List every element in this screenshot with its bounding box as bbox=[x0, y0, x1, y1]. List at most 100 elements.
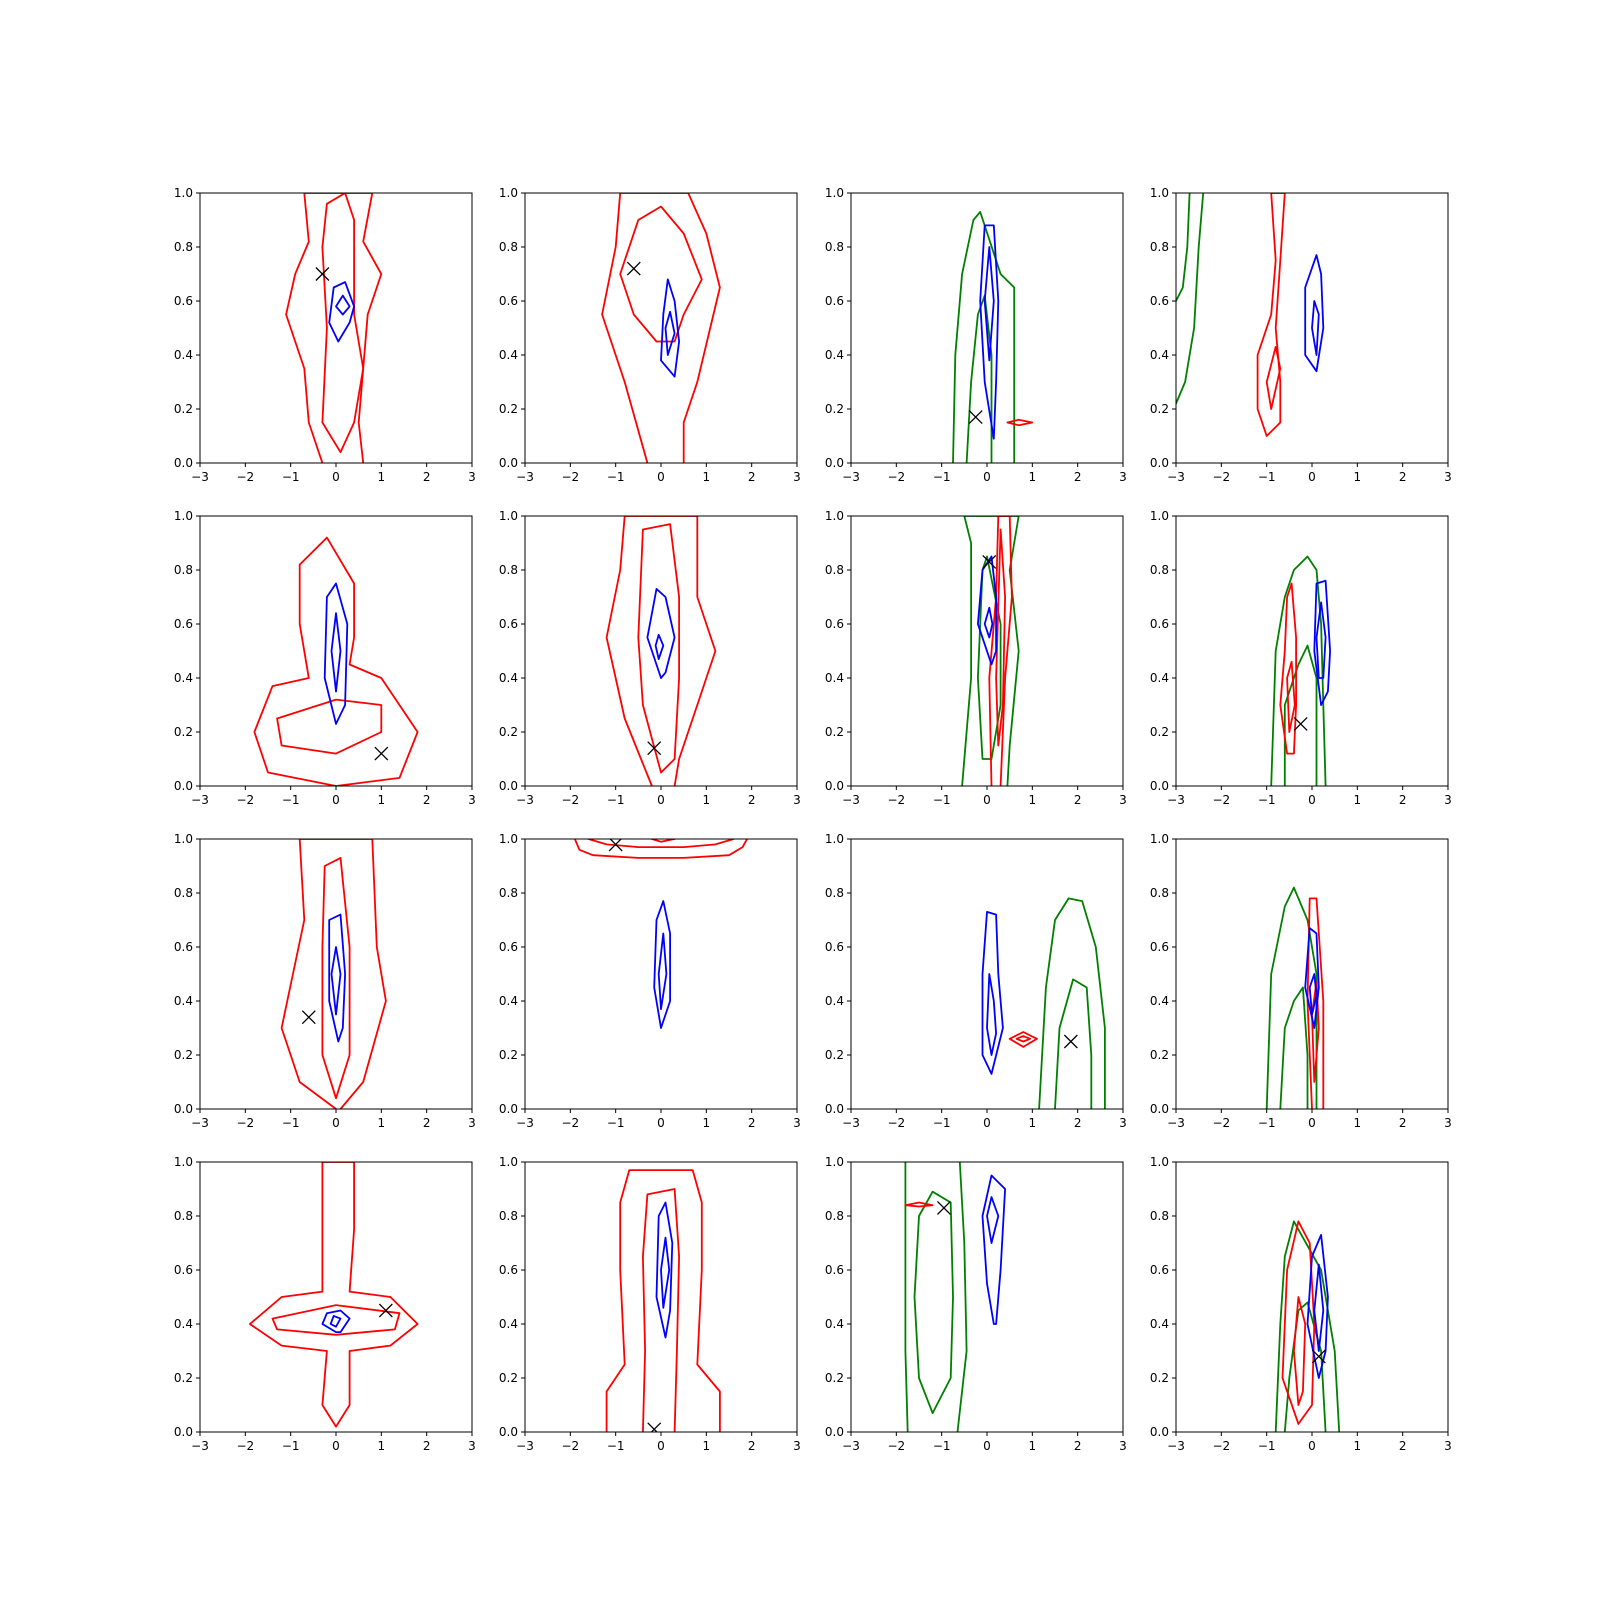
x-tick-label: 0 bbox=[332, 1439, 340, 1453]
contour-red-2 bbox=[637, 523, 680, 774]
contour-blue-6 bbox=[1308, 973, 1318, 1016]
contour-blue-6 bbox=[1311, 300, 1320, 356]
y-tick-label: 0.6 bbox=[1150, 1263, 1169, 1277]
subplot-2-1: −3 −2 −1 0 1 2 3 0.0 0.2 0.4 0.6 0.8 1.0 bbox=[174, 509, 476, 807]
x-tick-label: −1 bbox=[1258, 1439, 1276, 1453]
contour-green-1 bbox=[952, 210, 1016, 463]
x-tick-label: 1 bbox=[703, 793, 711, 807]
contour-red-1 bbox=[601, 193, 721, 463]
y-tick-label: 0.8 bbox=[825, 1209, 844, 1223]
plot-area bbox=[952, 210, 1034, 463]
x-tick-label: −3 bbox=[1167, 793, 1185, 807]
axes-frame bbox=[1175, 515, 1449, 787]
cross-marker-stroke-b bbox=[647, 741, 662, 756]
y-tick-label: 0.6 bbox=[499, 294, 518, 308]
cross-marker-stroke-b bbox=[374, 746, 389, 761]
y-tick-label: 0.2 bbox=[1150, 1048, 1169, 1062]
x-tick-label: −1 bbox=[282, 470, 300, 484]
y-tick-label: 0.8 bbox=[1150, 1209, 1169, 1223]
y-tick-label: 0.8 bbox=[1150, 886, 1169, 900]
x-tick-label: 1 bbox=[1029, 1439, 1037, 1453]
subplot-3-4: −3 −2 −1 0 1 2 3 0.0 0.2 0.4 0.6 0.8 1.0 bbox=[1150, 832, 1452, 1130]
y-tick-label: 0.0 bbox=[825, 456, 844, 470]
x-tick-label: −2 bbox=[236, 1439, 254, 1453]
x-tick-label: −3 bbox=[842, 1439, 860, 1453]
y-tick-label: 0.8 bbox=[825, 240, 844, 254]
contour-green-2 bbox=[956, 1162, 968, 1432]
y-tick-label: 0.0 bbox=[825, 779, 844, 793]
x-tick-label: 3 bbox=[1444, 1439, 1452, 1453]
y-tick-label: 0.2 bbox=[825, 1371, 844, 1385]
cross-marker bbox=[626, 261, 641, 276]
x-tick-label: −1 bbox=[282, 793, 300, 807]
y-tick-label: 0.6 bbox=[1150, 294, 1169, 308]
y-tick-label: 0.4 bbox=[1150, 1317, 1169, 1331]
y-tick-label: 1.0 bbox=[1150, 832, 1169, 846]
contour-blue-6 bbox=[1313, 1263, 1325, 1352]
x-tick-label: 2 bbox=[423, 793, 431, 807]
cross-marker-stroke-b bbox=[301, 1010, 316, 1025]
x-tick-label: 3 bbox=[1119, 470, 1127, 484]
x-tick-label: 3 bbox=[793, 1439, 801, 1453]
y-tick-label: 1.0 bbox=[499, 186, 518, 200]
y-tick-label: 0.2 bbox=[499, 1048, 518, 1062]
contour-green-2 bbox=[1279, 986, 1309, 1109]
contour-blue-3 bbox=[646, 588, 676, 679]
x-tick-label: 3 bbox=[1444, 470, 1452, 484]
x-tick-label: 1 bbox=[378, 470, 386, 484]
contour-blue-4 bbox=[329, 1315, 342, 1328]
contour-red-3 bbox=[988, 516, 1013, 786]
x-tick-label: 1 bbox=[1354, 1439, 1362, 1453]
y-tick-label: 0.4 bbox=[1150, 994, 1169, 1008]
plot-area bbox=[605, 516, 717, 786]
cross-marker-stroke-b bbox=[1311, 1349, 1326, 1364]
x-tick-label: 1 bbox=[703, 1439, 711, 1453]
plot-area bbox=[1176, 193, 1325, 437]
y-tick-label: 0.8 bbox=[174, 240, 193, 254]
x-tick-label: −3 bbox=[191, 1439, 209, 1453]
contour-red-1 bbox=[280, 839, 387, 1109]
contour-blue-3 bbox=[660, 278, 680, 378]
cross-marker-stroke-b bbox=[936, 1200, 951, 1215]
y-tick-label: 0.2 bbox=[825, 402, 844, 416]
y-tick-label: 0.2 bbox=[174, 1371, 193, 1385]
x-tick-label: −2 bbox=[1212, 1116, 1230, 1130]
axes-frame bbox=[199, 192, 473, 464]
y-tick-label: 0.2 bbox=[499, 1371, 518, 1385]
cross-marker-stroke-b bbox=[315, 267, 330, 281]
y-tick-label: 0.0 bbox=[1150, 779, 1169, 793]
contour-green-1 bbox=[1274, 1220, 1341, 1432]
x-tick-label: 1 bbox=[1354, 793, 1362, 807]
x-tick-label: 3 bbox=[468, 1116, 476, 1130]
contour-green-1 bbox=[1176, 193, 1205, 405]
y-tick-label: 0.2 bbox=[1150, 1371, 1169, 1385]
axes-frame bbox=[524, 838, 798, 1110]
x-tick-label: −2 bbox=[1212, 470, 1230, 484]
y-tick-label: 1.0 bbox=[1150, 509, 1169, 523]
y-tick-label: 0.2 bbox=[174, 725, 193, 739]
contour-red-1 bbox=[285, 193, 383, 463]
x-tick-label: 2 bbox=[423, 1116, 431, 1130]
contour-blue-3 bbox=[328, 281, 356, 343]
x-tick-label: −1 bbox=[607, 1116, 625, 1130]
contour-green-1 bbox=[961, 516, 1020, 786]
contour-red-3 bbox=[1281, 1220, 1316, 1425]
x-tick-label: 3 bbox=[468, 793, 476, 807]
contour-green-2 bbox=[1054, 978, 1093, 1109]
x-tick-label: −2 bbox=[561, 793, 579, 807]
x-tick-label: −1 bbox=[933, 470, 951, 484]
contour-green-2 bbox=[977, 555, 1002, 760]
y-tick-label: 0.8 bbox=[174, 563, 193, 577]
y-tick-label: 0.2 bbox=[825, 1048, 844, 1062]
y-tick-label: 0.0 bbox=[499, 779, 518, 793]
x-tick-label: −3 bbox=[191, 1116, 209, 1130]
cross-marker-stroke-b bbox=[1063, 1034, 1078, 1049]
cross-marker bbox=[608, 839, 623, 852]
contour-red-4 bbox=[904, 1201, 934, 1208]
contour-red-2 bbox=[276, 698, 383, 755]
plot-area bbox=[253, 536, 419, 786]
y-tick-label: 0.6 bbox=[174, 1263, 193, 1277]
contour-red-2 bbox=[321, 193, 365, 454]
x-tick-label: −1 bbox=[1258, 470, 1276, 484]
y-tick-label: 0.6 bbox=[499, 617, 518, 631]
